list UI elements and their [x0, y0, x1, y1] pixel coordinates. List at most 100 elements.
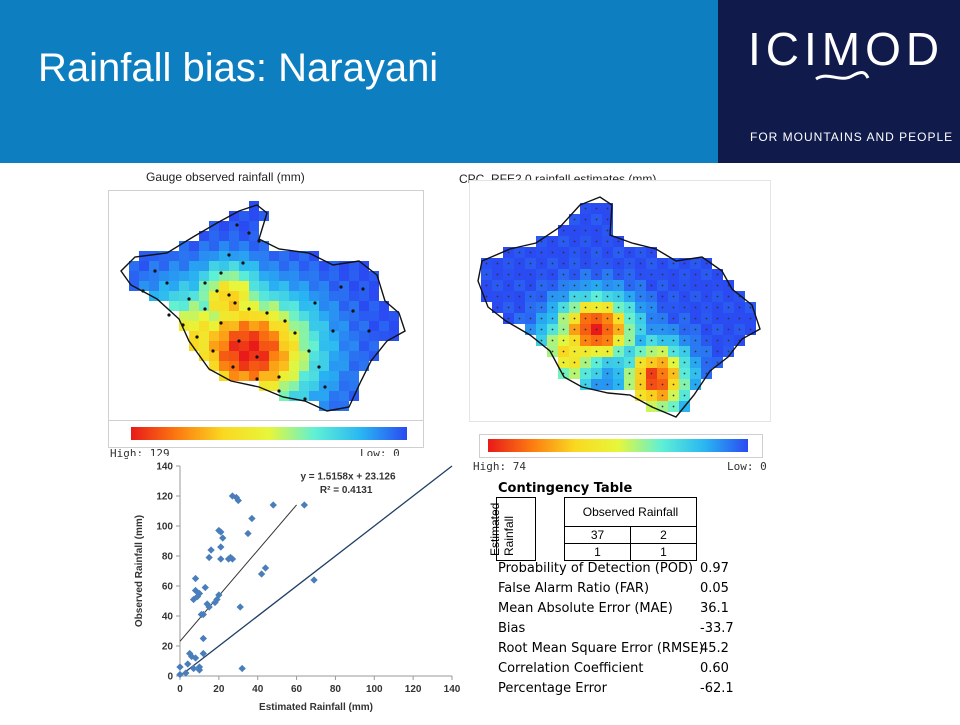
grid-dot: [540, 273, 543, 276]
map-cell: [349, 351, 359, 361]
grid-dot: [694, 328, 697, 331]
map-cell: [289, 331, 299, 341]
grid-dot: [628, 284, 631, 287]
grid-dot: [617, 361, 620, 364]
map-cell: [309, 281, 319, 291]
map-cell: [209, 241, 219, 251]
grid-dot: [683, 361, 686, 364]
x-tick-label: 0: [177, 684, 183, 695]
map-cell: [229, 241, 239, 251]
grid-dot: [639, 361, 642, 364]
grid-dot: [694, 383, 697, 386]
grid-dot: [705, 306, 708, 309]
map-cell: [139, 261, 149, 271]
contingency-row-header: Estimated Rainfall: [488, 497, 536, 561]
grid-dot: [617, 240, 620, 243]
grid-dot: [650, 273, 653, 276]
map-cell: [189, 251, 199, 261]
map-right-legend: [479, 434, 763, 458]
map-cell: [359, 291, 369, 301]
map-cell: [239, 281, 249, 291]
map-cell: [219, 311, 229, 321]
map-cell: [209, 231, 219, 241]
grid-dot: [573, 251, 576, 254]
grid-dot: [584, 372, 587, 375]
gauge-station-dot: [211, 349, 215, 353]
grid-dot: [573, 328, 576, 331]
grid-dot: [562, 361, 565, 364]
grid-dot: [496, 262, 499, 265]
grid-dot: [562, 262, 565, 265]
map-cell: [299, 371, 309, 381]
grid-dot: [562, 328, 565, 331]
gauge-station-dot: [247, 307, 251, 311]
map-cell: [169, 261, 179, 271]
grid-dot: [716, 306, 719, 309]
metric-value: 0.60: [700, 661, 729, 676]
map-cell: [239, 251, 249, 261]
grid-dot: [595, 372, 598, 375]
grid-dot: [562, 273, 565, 276]
map-cell: [329, 281, 339, 291]
grid-dot: [595, 240, 598, 243]
map-cell: [359, 341, 369, 351]
map-cell: [339, 361, 349, 371]
grid-dot: [661, 394, 664, 397]
map-cell: [319, 311, 329, 321]
map-cell: [299, 321, 309, 331]
map-cell: [309, 361, 319, 371]
map-cell: [309, 331, 319, 341]
map-cell: [339, 321, 349, 331]
gauge-station-dot: [187, 297, 191, 301]
grid-dot: [617, 350, 620, 353]
grid-dot: [683, 262, 686, 265]
grid-dot: [595, 284, 598, 287]
map-cell: [279, 321, 289, 331]
map-cell: [249, 361, 259, 371]
metric-label: Root Mean Square Error (RMSE): [498, 641, 704, 656]
grid-dot: [562, 251, 565, 254]
grid-dot: [573, 372, 576, 375]
map-cell: [209, 261, 219, 271]
map-cell: [219, 231, 229, 241]
map-cell: [309, 261, 319, 271]
map-cell: [249, 281, 259, 291]
map-cell: [379, 331, 389, 341]
map-cell: [329, 261, 339, 271]
map-cell: [319, 371, 329, 381]
metric-row: Mean Absolute Error (MAE) 36.1: [498, 601, 738, 621]
map-cell: [299, 291, 309, 301]
grid-dot: [628, 339, 631, 342]
gauge-station-dot: [265, 311, 269, 315]
map-cell: [359, 361, 369, 371]
legend-left-colorbar: [131, 427, 407, 440]
grid-dot: [628, 350, 631, 353]
map-cell: [349, 271, 359, 281]
map-cell: [209, 251, 219, 261]
grid-dot: [672, 339, 675, 342]
grid-dot: [584, 284, 587, 287]
grid-dot: [529, 273, 532, 276]
grid-dot: [485, 295, 488, 298]
map-cell: [259, 241, 269, 251]
gauge-station-dot: [283, 319, 287, 323]
grid-dot: [650, 251, 653, 254]
map-cell: [349, 331, 359, 341]
grid-dot: [507, 284, 510, 287]
grid-dot: [705, 284, 708, 287]
grid-dot: [661, 350, 664, 353]
gauge-station-dot: [167, 313, 171, 317]
grid-dot: [716, 273, 719, 276]
grid-dot: [617, 273, 620, 276]
gauge-station-dot: [277, 389, 281, 393]
gauge-station-dot: [323, 385, 327, 389]
map-cell: [239, 361, 249, 371]
map-cell: [249, 291, 259, 301]
gauge-station-dot: [235, 223, 239, 227]
grid-dot: [617, 284, 620, 287]
grid-dot: [617, 251, 620, 254]
contingency-title: Contingency Table: [498, 481, 633, 496]
gauge-station-dot: [215, 289, 219, 293]
grid-dot: [650, 383, 653, 386]
map-cell: [339, 311, 349, 321]
